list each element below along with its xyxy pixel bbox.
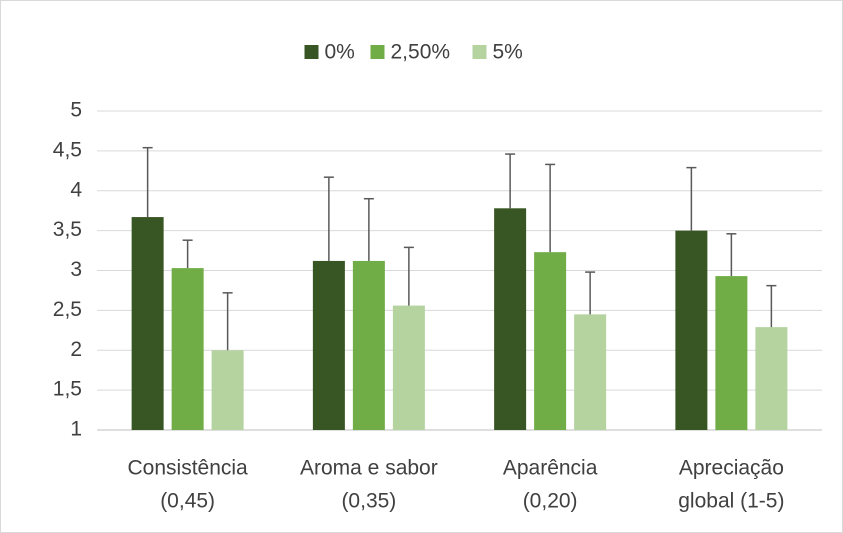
y-tick-label: 2 <box>70 338 82 361</box>
bar <box>131 217 164 430</box>
bar <box>352 260 385 430</box>
bar <box>675 230 708 430</box>
bar <box>211 350 244 430</box>
bar <box>534 252 567 430</box>
bar <box>755 327 788 430</box>
y-tick-label: 3 <box>70 258 82 281</box>
x-tick-label: (0,35) <box>341 490 396 513</box>
legend-label: 0% <box>325 41 355 64</box>
legend-swatch <box>370 45 385 59</box>
x-tick-label: (0,20) <box>523 490 578 513</box>
legend-swatch <box>304 45 319 59</box>
x-tick-label: Apreciação <box>679 457 784 480</box>
bar <box>171 268 204 430</box>
x-tick-label: (0,45) <box>160 490 215 513</box>
bar <box>715 276 748 430</box>
bar <box>494 208 527 430</box>
y-tick-label: 1 <box>70 418 82 441</box>
legend-label: 2,50% <box>391 41 451 64</box>
y-tick-label: 4,5 <box>53 138 82 161</box>
x-tick-label: Consistência <box>128 457 249 480</box>
x-tick-label: Aroma e sabor <box>300 457 438 480</box>
x-tick-label: Aparência <box>503 457 598 480</box>
y-tick-label: 2,5 <box>53 298 82 321</box>
bar <box>574 314 607 430</box>
x-tick-label: global (1-5) <box>678 490 784 513</box>
y-tick-label: 4 <box>70 178 82 201</box>
legend-label: 5% <box>493 41 523 64</box>
y-tick-label: 3,5 <box>53 218 82 241</box>
y-tick-label: 1,5 <box>53 378 82 401</box>
bar <box>392 305 425 430</box>
legend-swatch <box>472 45 487 59</box>
y-tick-label: 5 <box>70 99 82 122</box>
bar <box>312 260 345 430</box>
